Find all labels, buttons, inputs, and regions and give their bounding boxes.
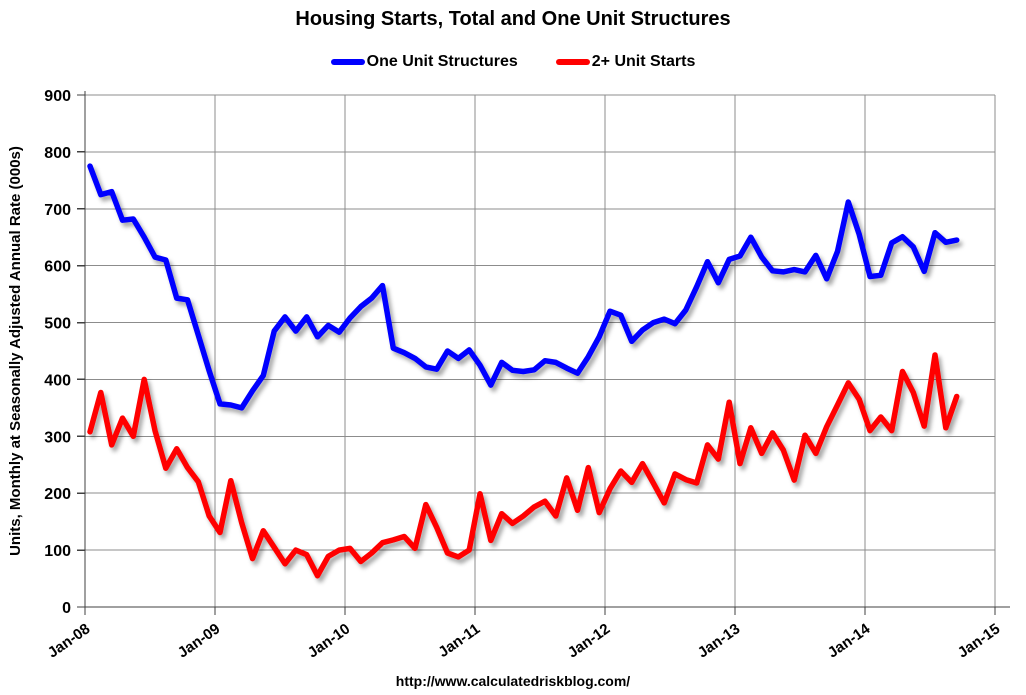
y-tick-label: 800 [44,145,71,162]
legend-label-2plus-unit-starts: 2+ Unit Starts [591,53,696,70]
x-tick-label: Jan-12 [565,620,614,661]
x-tick-label: Jan-14 [825,620,874,662]
legend-item-2plus-unit-starts: 2+ Unit Starts [555,53,696,71]
legend-item-one-unit-structures: One Unit Structures [330,53,518,71]
legend-line-red-icon [555,59,590,65]
y-tick-label: 700 [44,202,71,219]
y-tick-label: 0 [62,600,71,617]
x-tick-labels: Jan-08 Jan-09 Jan-10 Jan-11 Jan-12 Jan-13 Jan-… [45,620,1004,662]
y-tick-label: 900 [44,88,71,105]
x-tick-label: Jan-11 [435,620,483,661]
y-tick-label: 100 [44,543,71,560]
x-tick-label: Jan-08 [45,620,94,661]
x-tick-label: Jan-09 [175,620,224,661]
x-tick-label: Jan-13 [695,620,744,661]
y-tick-label: 200 [44,486,71,503]
series-line-2-unit-starts [87,352,960,579]
x-tick-label: Jan-10 [305,620,354,661]
y-tick-label: 400 [44,372,71,389]
legend-label-one-unit-structures: One Unit Structures [366,53,518,70]
axes [77,91,1010,615]
source-url: http://www.calculatedriskblog.com/ [395,673,631,689]
y-axis-title: Units, Monthly at Seasonally Adjusted An… [7,146,24,556]
chart-title: Housing Starts, Total and One Unit Struc… [295,8,731,30]
chart-legend: One Unit Structures 2+ Unit Starts [0,53,1026,71]
y-tick-labels: 0 100 200 300 400 500 600 700 800 900 [44,88,71,617]
legend-line-blue-icon [330,59,365,65]
y-tick-label: 300 [44,429,71,446]
y-tick-label: 600 [44,259,71,276]
x-tick-label: Jan-15 [955,620,1004,661]
y-tick-label: 500 [44,316,71,333]
series-line-one-unit-structures [87,163,960,411]
